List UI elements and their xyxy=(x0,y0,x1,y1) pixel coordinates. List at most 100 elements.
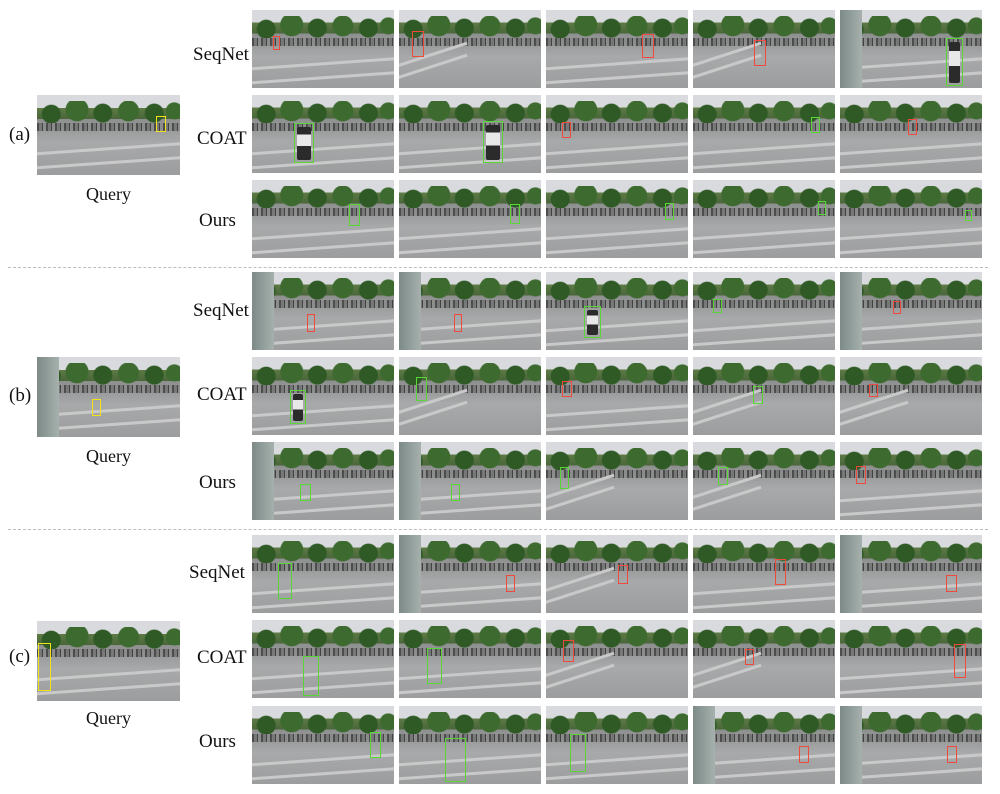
result-bbox-correct xyxy=(718,467,728,485)
result-thumbnail xyxy=(399,535,541,613)
section-label-b: (b) xyxy=(9,385,32,406)
result-bbox-correct xyxy=(811,117,820,133)
result-thumbnail xyxy=(840,620,982,698)
result-bbox-incorrect xyxy=(754,40,766,66)
result-thumbnail xyxy=(252,706,394,784)
result-bbox-correct xyxy=(946,38,963,86)
section-separator-ab xyxy=(8,267,988,268)
result-bbox-incorrect xyxy=(562,122,571,138)
result-bbox-incorrect xyxy=(307,314,315,332)
result-thumbnail xyxy=(252,272,394,350)
result-bbox-correct xyxy=(416,377,427,401)
result-bbox-incorrect xyxy=(273,36,280,50)
result-thumbnail xyxy=(840,706,982,784)
result-thumbnail xyxy=(840,180,982,258)
result-bbox-correct xyxy=(510,204,520,224)
result-bbox-incorrect xyxy=(563,640,574,662)
result-bbox-incorrect xyxy=(745,649,754,665)
result-bbox-correct xyxy=(451,484,460,501)
result-thumbnail xyxy=(693,95,835,173)
result-bbox-incorrect xyxy=(618,565,628,584)
result-thumbnail xyxy=(399,706,541,784)
query-caption-a: Query xyxy=(86,184,131,204)
result-thumbnail xyxy=(693,535,835,613)
result-bbox-correct xyxy=(818,201,826,215)
section-separator-bc xyxy=(8,529,988,530)
result-thumbnail xyxy=(693,442,835,520)
result-thumbnail xyxy=(546,180,688,258)
result-thumbnail xyxy=(252,620,394,698)
method-label-ours-a: Ours xyxy=(199,210,236,231)
result-bbox-correct xyxy=(570,734,586,772)
result-thumbnail xyxy=(252,95,394,173)
query-image-c xyxy=(37,621,180,701)
method-label-coat-b: COAT xyxy=(197,384,247,405)
result-bbox-incorrect xyxy=(775,559,786,585)
method-label-seqnet-a: SeqNet xyxy=(193,44,249,65)
query-image-b xyxy=(37,357,180,437)
result-bbox-incorrect xyxy=(506,575,515,592)
result-bbox-incorrect xyxy=(856,466,866,484)
result-thumbnail xyxy=(399,442,541,520)
result-bbox-incorrect xyxy=(893,301,901,314)
result-thumbnail xyxy=(840,357,982,435)
result-thumbnail xyxy=(693,706,835,784)
result-thumbnail xyxy=(399,95,541,173)
result-bbox-correct xyxy=(753,386,763,404)
query-bbox xyxy=(92,399,101,416)
result-thumbnail xyxy=(840,535,982,613)
result-thumbnail xyxy=(693,272,835,350)
result-thumbnail xyxy=(840,442,982,520)
result-bbox-correct xyxy=(965,210,972,221)
query-bbox xyxy=(156,116,166,132)
result-thumbnail xyxy=(399,620,541,698)
result-thumbnail xyxy=(252,10,394,88)
result-bbox-correct xyxy=(294,123,314,163)
result-thumbnail xyxy=(399,10,541,88)
result-bbox-correct xyxy=(303,656,319,696)
section-label-c: (c) xyxy=(9,646,31,667)
result-bbox-incorrect xyxy=(412,31,424,57)
result-thumbnail xyxy=(252,357,394,435)
result-bbox-incorrect xyxy=(799,746,809,763)
result-bbox-incorrect xyxy=(869,384,878,397)
method-label-ours-b: Ours xyxy=(199,472,236,493)
result-thumbnail xyxy=(546,442,688,520)
query-image-a xyxy=(37,95,180,175)
result-bbox-correct xyxy=(713,299,722,313)
result-bbox-incorrect xyxy=(642,34,654,58)
result-bbox-incorrect xyxy=(954,644,966,678)
method-label-ours-c: Ours xyxy=(199,731,236,752)
result-thumbnail xyxy=(840,272,982,350)
method-label-coat-a: COAT xyxy=(197,128,247,149)
result-thumbnail xyxy=(252,442,394,520)
result-thumbnail xyxy=(693,180,835,258)
result-bbox-correct xyxy=(349,204,360,226)
result-bbox-correct xyxy=(290,390,306,424)
result-bbox-correct xyxy=(427,648,442,684)
result-thumbnail xyxy=(399,180,541,258)
result-thumbnail xyxy=(693,620,835,698)
result-bbox-incorrect xyxy=(908,119,917,135)
method-label-coat-c: COAT xyxy=(197,647,247,668)
result-bbox-correct xyxy=(665,203,674,220)
result-thumbnail xyxy=(840,95,982,173)
result-bbox-correct xyxy=(370,732,381,758)
result-thumbnail xyxy=(546,10,688,88)
result-bbox-incorrect xyxy=(946,575,957,592)
result-thumbnail xyxy=(693,10,835,88)
result-bbox-correct xyxy=(445,738,466,782)
result-bbox-correct xyxy=(300,484,311,501)
result-thumbnail xyxy=(252,535,394,613)
result-thumbnail xyxy=(546,535,688,613)
result-thumbnail xyxy=(840,10,982,88)
query-bbox xyxy=(38,643,51,691)
result-thumbnail xyxy=(546,620,688,698)
result-thumbnail xyxy=(252,180,394,258)
result-bbox-correct xyxy=(560,467,569,489)
result-thumbnail xyxy=(546,357,688,435)
result-bbox-correct xyxy=(278,563,292,599)
result-thumbnail xyxy=(399,272,541,350)
section-label-a: (a) xyxy=(9,124,31,145)
result-thumbnail xyxy=(399,357,541,435)
